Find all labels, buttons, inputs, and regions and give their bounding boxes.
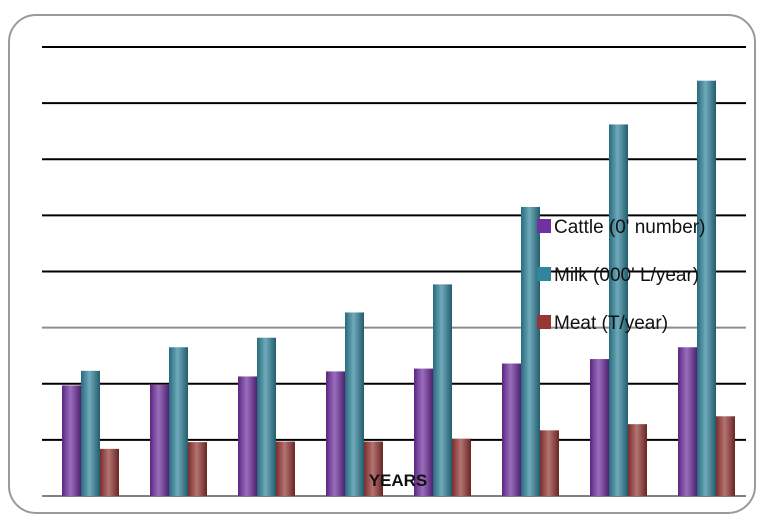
- bar-cattle: [414, 368, 433, 496]
- bar-cattle: [678, 347, 697, 496]
- bar-milk: [345, 312, 364, 496]
- bar-milk: [169, 347, 188, 496]
- bar-meat: [452, 438, 471, 496]
- bar-meat: [716, 416, 735, 496]
- bar-cattle: [326, 371, 345, 496]
- legend-label: Milk (000' L/year): [554, 265, 699, 286]
- bar-meat: [188, 442, 207, 496]
- bar-meat: [276, 441, 295, 496]
- bar-meat: [364, 441, 383, 496]
- bar-milk: [697, 80, 716, 497]
- bar-meat: [628, 424, 647, 496]
- legend-swatch: [537, 267, 551, 281]
- x-axis-label: YEARS: [369, 471, 428, 490]
- legend-label: Cattle (0' number): [554, 217, 705, 238]
- bar-milk: [257, 337, 276, 496]
- bar-milk: [81, 370, 100, 496]
- bar-milk: [609, 124, 628, 496]
- bar-cattle: [150, 384, 169, 496]
- legend-swatch: [537, 219, 551, 233]
- bar-cattle: [590, 359, 609, 496]
- bar-milk: [433, 284, 452, 496]
- bar-meat: [100, 448, 119, 496]
- bar-cattle: [238, 376, 257, 496]
- bar-cattle: [502, 363, 521, 496]
- bar-meat: [540, 430, 559, 496]
- bar-milk: [521, 206, 540, 497]
- legend-label: Meat (T/year): [554, 313, 668, 334]
- legend: Cattle (0' number) Milk (000' L/year) Meat…: [537, 217, 705, 334]
- bars: [62, 80, 735, 497]
- bar-cattle: [62, 385, 81, 496]
- legend-swatch: [537, 315, 551, 329]
